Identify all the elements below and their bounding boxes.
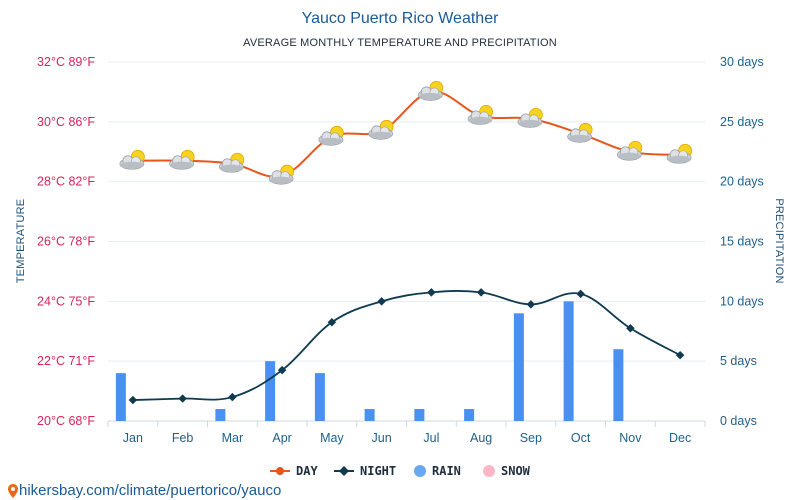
night-point-sep (526, 300, 536, 309)
left-tick-label: 24°C 75°F (37, 294, 95, 308)
legend-rain[interactable]: RAIN (414, 464, 461, 478)
legend-snow-marker (483, 465, 495, 477)
night-point-may (327, 318, 337, 327)
rain-bar-nov (613, 349, 624, 421)
cloud-sun-icon (368, 119, 394, 140)
night-series (128, 288, 685, 405)
right-tick-label: 30 days (720, 55, 764, 69)
chart-subtitle: AVERAGE MONTHLY TEMPERATURE AND PRECIPIT… (243, 37, 557, 49)
legend-day[interactable]: DAY (270, 464, 318, 478)
day-series (132, 90, 681, 178)
legend-day-marker (276, 467, 284, 475)
x-tick-label-mar: Mar (222, 431, 244, 445)
left-tick-label: 32°C 89°F (37, 55, 95, 69)
left-tick-label: 20°C 68°F (37, 414, 95, 428)
right-tick-label: 10 days (720, 294, 764, 308)
legend-night[interactable]: NIGHT (334, 464, 396, 478)
x-tick-label-oct: Oct (571, 431, 591, 445)
chart-title: Yauco Puerto Rico Weather (302, 10, 500, 27)
night-point-dec (675, 350, 685, 360)
rain-bar-sep (513, 313, 524, 421)
cloud-sun-icon (318, 125, 344, 146)
right-tick-label: 20 days (720, 175, 764, 189)
left-tick-label: 26°C 78°F (37, 235, 95, 249)
day-line (132, 90, 681, 178)
x-tick-label-jun: Jun (372, 431, 392, 445)
cloud-sun-icon (218, 152, 245, 173)
cloud-sun-icon (467, 104, 494, 125)
legend-night-marker (339, 466, 349, 476)
night-point-mar (228, 392, 237, 402)
cloud-sun-icon (169, 149, 195, 170)
right-tick-label: 15 days (720, 235, 764, 249)
legend: DAY NIGHT RAIN SNOW (270, 464, 531, 478)
left-tick-label: 22°C 71°F (37, 354, 95, 368)
legend-rain-marker (414, 465, 426, 477)
cloud-sun-icon (119, 149, 145, 170)
night-line (132, 290, 681, 401)
x-tick-label-jul: Jul (423, 431, 439, 445)
night-point-apr (277, 365, 287, 375)
legend-snow[interactable]: SNOW (483, 464, 531, 478)
right-tick-label: 5 days (720, 354, 757, 368)
cloud-sun-icon (567, 122, 593, 143)
night-point-jun (377, 297, 386, 306)
legend-night-label: NIGHT (360, 464, 396, 478)
rain-bar-jul (414, 409, 425, 421)
rain-bar-apr (265, 361, 276, 421)
cloud-sun-icon (417, 81, 444, 101)
rain-bar-may (314, 373, 325, 421)
x-tick-label-dec: Dec (669, 431, 691, 445)
night-point-feb (178, 394, 187, 403)
cloud-sun-icon (666, 143, 693, 164)
cloud-sun-icon (268, 164, 295, 185)
right-tick-label: 25 days (720, 115, 764, 129)
rain-bar-aug (464, 409, 475, 421)
left-axis-title: TEMPERATURE (15, 199, 27, 284)
cloud-sun-icon (616, 140, 643, 161)
x-tick-label-may: May (320, 431, 344, 445)
x-tick-label-feb: Feb (172, 431, 194, 445)
rain-bar-jan (115, 373, 126, 421)
right-tick-label: 0 days (720, 414, 757, 428)
rain-bars (115, 301, 624, 421)
legend-snow-label: SNOW (501, 464, 531, 478)
right-axis-title: PRECIPITATION (773, 198, 785, 283)
location-pin-icon (8, 484, 18, 498)
x-tick-label-nov: Nov (619, 431, 642, 445)
night-point-aug (476, 288, 486, 297)
legend-day-label: DAY (296, 464, 318, 478)
footer-text: hikersbay.com/climate/puertorico/yauco (19, 482, 281, 499)
left-tick-label: 28°C 82°F (37, 175, 95, 189)
night-point-jan (128, 395, 138, 405)
grid-lines (108, 61, 705, 422)
x-axis: Jan Feb Mar Apr May Jun Jul Aug Sep Oct Nov Dec (107, 421, 706, 445)
night-point-oct (576, 289, 585, 299)
night-point-nov (626, 324, 635, 333)
right-axis-ticks: 0 days 5 days 10 days 15 days 20 days 25 days… (720, 55, 764, 428)
night-point-jul (427, 288, 436, 297)
x-tick-label-apr: Apr (272, 431, 291, 445)
legend-rain-label: RAIN (432, 464, 461, 478)
left-tick-label: 30°C 86°F (37, 115, 95, 129)
rain-bar-oct (563, 301, 574, 421)
x-tick-label-sep: Sep (520, 431, 542, 445)
cloud-sun-icon (517, 107, 543, 128)
footer-link[interactable]: hikersbay.com/climate/puertorico/yauco (8, 482, 281, 499)
rain-bar-mar (215, 409, 226, 421)
left-axis-ticks: 20°C 68°F 22°C 71°F 24°C 75°F 26°C 78°F 28°C… (37, 55, 95, 428)
x-tick-label-aug: Aug (470, 431, 492, 445)
weather-icons (119, 81, 693, 185)
rain-bar-jun (364, 409, 375, 421)
x-tick-label-jan: Jan (123, 431, 143, 445)
